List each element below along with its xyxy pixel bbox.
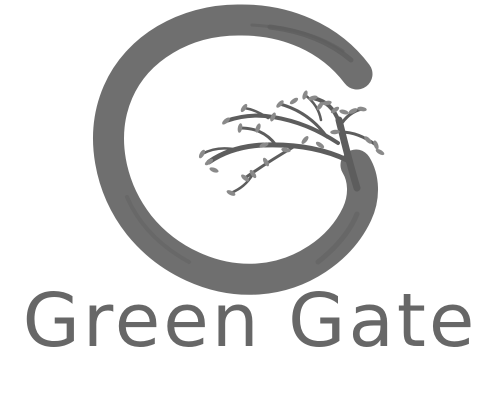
leaf-30 [255, 123, 261, 133]
leaf-5 [226, 190, 236, 196]
leaf-21 [357, 106, 367, 112]
leaf-19 [339, 109, 349, 115]
leaf-24 [375, 148, 385, 156]
leaf-8 [241, 174, 249, 182]
leaf-10 [259, 142, 269, 148]
leaf-3 [209, 167, 219, 173]
leaf-27 [301, 136, 309, 144]
leaf-16 [316, 101, 324, 111]
leaf-14 [302, 90, 308, 100]
tree-branches [200, 93, 378, 195]
leaf-29 [262, 157, 270, 167]
leaf-20 [348, 108, 358, 114]
leaf-4 [222, 117, 230, 125]
leaf-12 [276, 100, 284, 108]
leaf-28 [281, 147, 291, 153]
leaf-13 [289, 97, 299, 105]
leaf-25 [330, 129, 340, 135]
enso-brush-stroke [93, 4, 378, 295]
brand-name: Green Gate [22, 278, 478, 364]
leaf-18 [330, 106, 340, 114]
leaf-9 [249, 169, 257, 179]
tree-leaves [198, 90, 385, 196]
leaf-1 [204, 158, 214, 166]
leaf-22 [364, 136, 372, 144]
leaf-17 [322, 100, 332, 106]
leaf-15 [308, 95, 318, 101]
leaf-7 [240, 103, 248, 113]
leaf-11 [270, 112, 276, 122]
leaf-6 [237, 123, 243, 133]
leaf-26 [315, 141, 325, 149]
leaf-2 [198, 149, 206, 159]
leaf-23 [373, 140, 379, 150]
